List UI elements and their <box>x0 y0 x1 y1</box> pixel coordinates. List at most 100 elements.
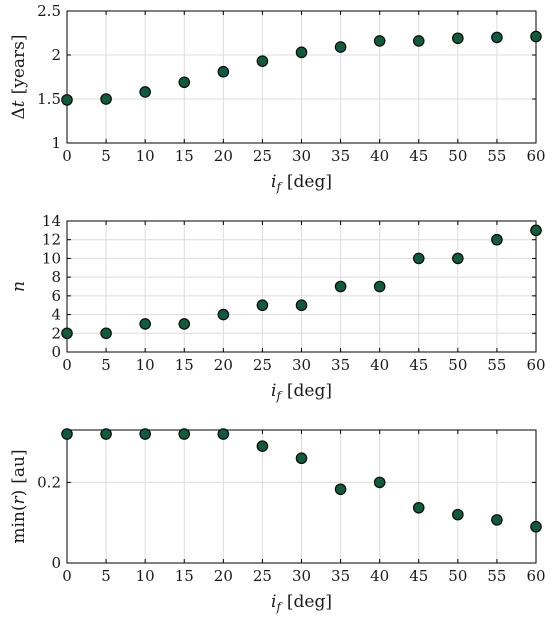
y-tick-label: 2.5 <box>37 2 61 20</box>
data-point <box>452 32 464 45</box>
data-point <box>217 428 230 440</box>
y-tick-label: 0.2 <box>37 473 61 491</box>
y-axis-label: n <box>9 281 29 292</box>
data-point <box>178 318 191 330</box>
x-tick-label: 0 <box>62 147 72 165</box>
x-tick-label: 20 <box>214 356 233 374</box>
data-point <box>295 46 308 59</box>
x-tick-label: 50 <box>448 147 467 165</box>
x-tick-label: 20 <box>214 567 233 585</box>
y-tick-label: 12 <box>42 231 61 249</box>
x-tick-label: 20 <box>214 147 233 165</box>
data-point <box>373 476 386 489</box>
data-point <box>217 65 230 78</box>
x-tick-label: 10 <box>136 356 155 374</box>
x-axis-label: if [deg] <box>271 381 332 403</box>
data-point <box>178 428 191 440</box>
y-axis-label: min(r)[au] <box>9 449 29 543</box>
x-tick-label: 45 <box>409 147 428 165</box>
subplot-3: 0 5 10 15 20 25 30 35 40 45 50 55 60 0 0.2 if [deg] min(r… <box>9 428 546 614</box>
data-point <box>61 428 73 440</box>
y-tick-label: 8 <box>51 268 61 286</box>
data-point <box>295 452 308 465</box>
y-axis-label: Δt[years] <box>9 34 29 119</box>
data-point <box>412 252 425 265</box>
data-point <box>100 428 112 440</box>
data-point <box>178 76 191 89</box>
x-tick-label: 60 <box>526 356 545 374</box>
data-point <box>256 55 269 67</box>
y-tick-label: 1.5 <box>37 90 61 108</box>
x-tick-label: 35 <box>331 356 350 374</box>
x-tick-label: 30 <box>292 567 311 585</box>
x-tick-label: 40 <box>370 567 389 585</box>
y-tick-label: 14 <box>42 212 61 230</box>
data-point <box>61 327 73 340</box>
data-point <box>100 327 112 340</box>
y-tick-label: 0 <box>51 343 61 361</box>
x-tick-label: 15 <box>175 147 194 165</box>
data-point <box>530 520 542 533</box>
x-tick-label: 45 <box>409 567 428 585</box>
x-tick-label: 30 <box>292 356 311 374</box>
data-point <box>334 41 347 53</box>
data-point <box>373 280 386 293</box>
x-tick-label: 55 <box>487 147 506 165</box>
data-point <box>491 31 503 44</box>
data-point <box>334 483 347 496</box>
data-point <box>373 35 386 47</box>
x-tick-label: 55 <box>487 356 506 374</box>
x-tick-label: 60 <box>526 147 545 165</box>
data-point <box>530 30 542 43</box>
y-tick-label: 10 <box>42 249 61 267</box>
y-tick-label: 2 <box>51 324 61 342</box>
x-tick-label: 60 <box>526 567 545 585</box>
x-tick-label: 50 <box>448 356 467 374</box>
data-point <box>139 318 151 330</box>
x-tick-label: 25 <box>253 567 272 585</box>
y-tick-label: 1 <box>51 134 61 152</box>
x-tick-label: 5 <box>101 567 111 585</box>
data-point <box>452 508 464 521</box>
data-point <box>334 280 347 293</box>
x-tick-label: 10 <box>136 567 155 585</box>
x-tick-label: 55 <box>487 567 506 585</box>
x-tick-label: 35 <box>331 567 350 585</box>
data-point <box>491 514 503 526</box>
x-tick-label: 0 <box>62 356 72 374</box>
x-tick-label: 10 <box>136 147 155 165</box>
data-point <box>61 94 73 106</box>
y-tick-label: 4 <box>51 306 61 324</box>
x-tick-label: 40 <box>370 147 389 165</box>
data-point <box>491 233 503 246</box>
x-tick-label: 45 <box>409 356 428 374</box>
data-point <box>256 440 269 452</box>
x-axis-label: if [deg] <box>271 172 332 194</box>
data-point <box>412 501 425 514</box>
x-tick-label: 5 <box>101 147 111 165</box>
data-point <box>139 428 151 440</box>
data-point <box>100 93 112 105</box>
y-tick-label: 2 <box>51 46 61 64</box>
x-tick-label: 15 <box>175 567 194 585</box>
data-point <box>217 308 230 321</box>
data-point <box>295 299 308 312</box>
data-point <box>530 224 542 237</box>
x-tick-label: 50 <box>448 567 467 585</box>
x-axis-label: if [deg] <box>271 592 332 614</box>
data-point <box>256 299 269 312</box>
x-tick-label: 25 <box>253 356 272 374</box>
x-tick-label: 40 <box>370 356 389 374</box>
data-point <box>139 86 151 98</box>
y-tick-label: 0 <box>51 554 61 572</box>
x-tick-label: 35 <box>331 147 350 165</box>
data-point <box>412 35 425 47</box>
x-tick-label: 30 <box>292 147 311 165</box>
data-point <box>452 252 464 265</box>
x-tick-label: 15 <box>175 356 194 374</box>
x-tick-label: 5 <box>101 356 111 374</box>
x-tick-label: 25 <box>253 147 272 165</box>
y-tick-label: 6 <box>51 287 61 305</box>
